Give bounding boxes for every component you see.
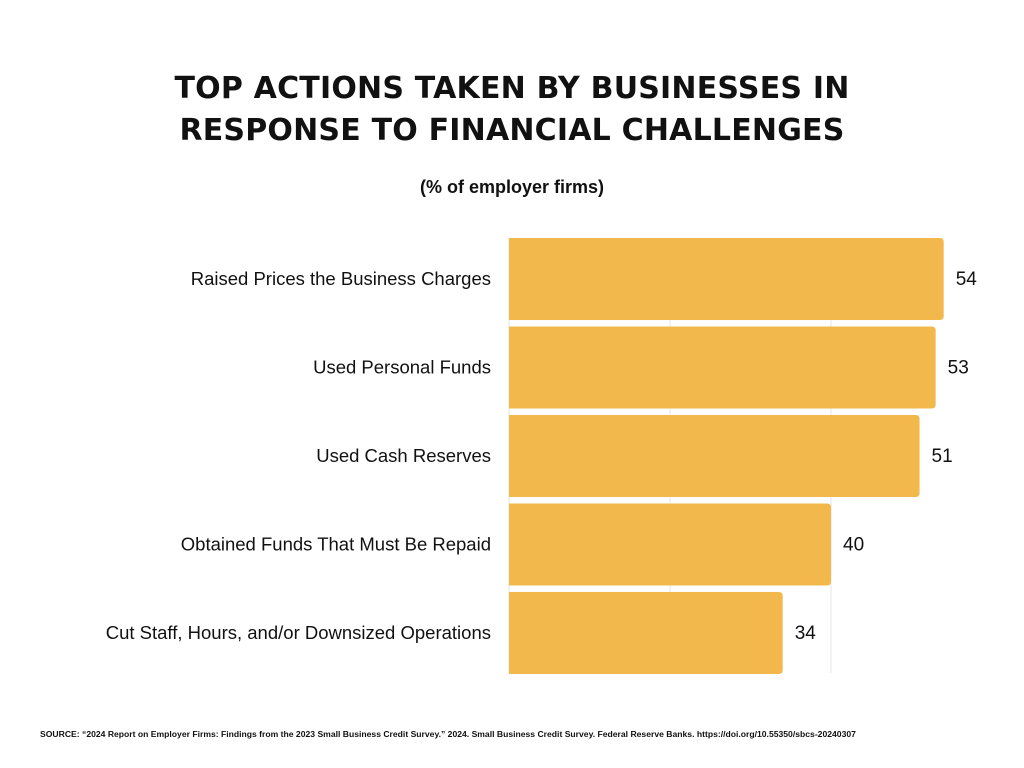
category-labels: Raised Prices the Business Charges Used P… [106, 268, 491, 643]
category-label: Cut Staff, Hours, and/or Downsized Opera… [106, 622, 491, 643]
data-label: 40 [843, 535, 864, 556]
bar [509, 592, 783, 674]
bars [509, 238, 944, 674]
bar [509, 238, 944, 320]
category-label: Used Personal Funds [313, 357, 491, 378]
bar [509, 326, 936, 409]
chart-subtitle: (% of employer firms) [419, 177, 605, 197]
data-label: 34 [795, 623, 817, 644]
category-label: Raised Prices the Business Charges [191, 268, 491, 289]
data-labels: 54 53 51 40 34 [795, 269, 978, 644]
bar [509, 415, 920, 497]
bar [509, 503, 831, 586]
category-label: Used Cash Reserves [316, 445, 491, 466]
data-label: 54 [956, 269, 978, 290]
category-label: Obtained Funds That Must Be Repaid [181, 534, 491, 555]
source-note: SOURCE: “2024 Report on Employer Firms: … [40, 729, 856, 739]
chart-title-line-1: TOP ACTIONS TAKEN BY BUSINESSES IN [174, 71, 850, 106]
chart-title: TOP ACTIONS TAKEN BY BUSINESSES IN RESPO… [0, 68, 1024, 152]
chart-title-line-2: RESPONSE TO FINANCIAL CHALLENGES [179, 113, 845, 148]
data-label: 53 [948, 358, 969, 379]
data-label: 51 [932, 446, 953, 467]
